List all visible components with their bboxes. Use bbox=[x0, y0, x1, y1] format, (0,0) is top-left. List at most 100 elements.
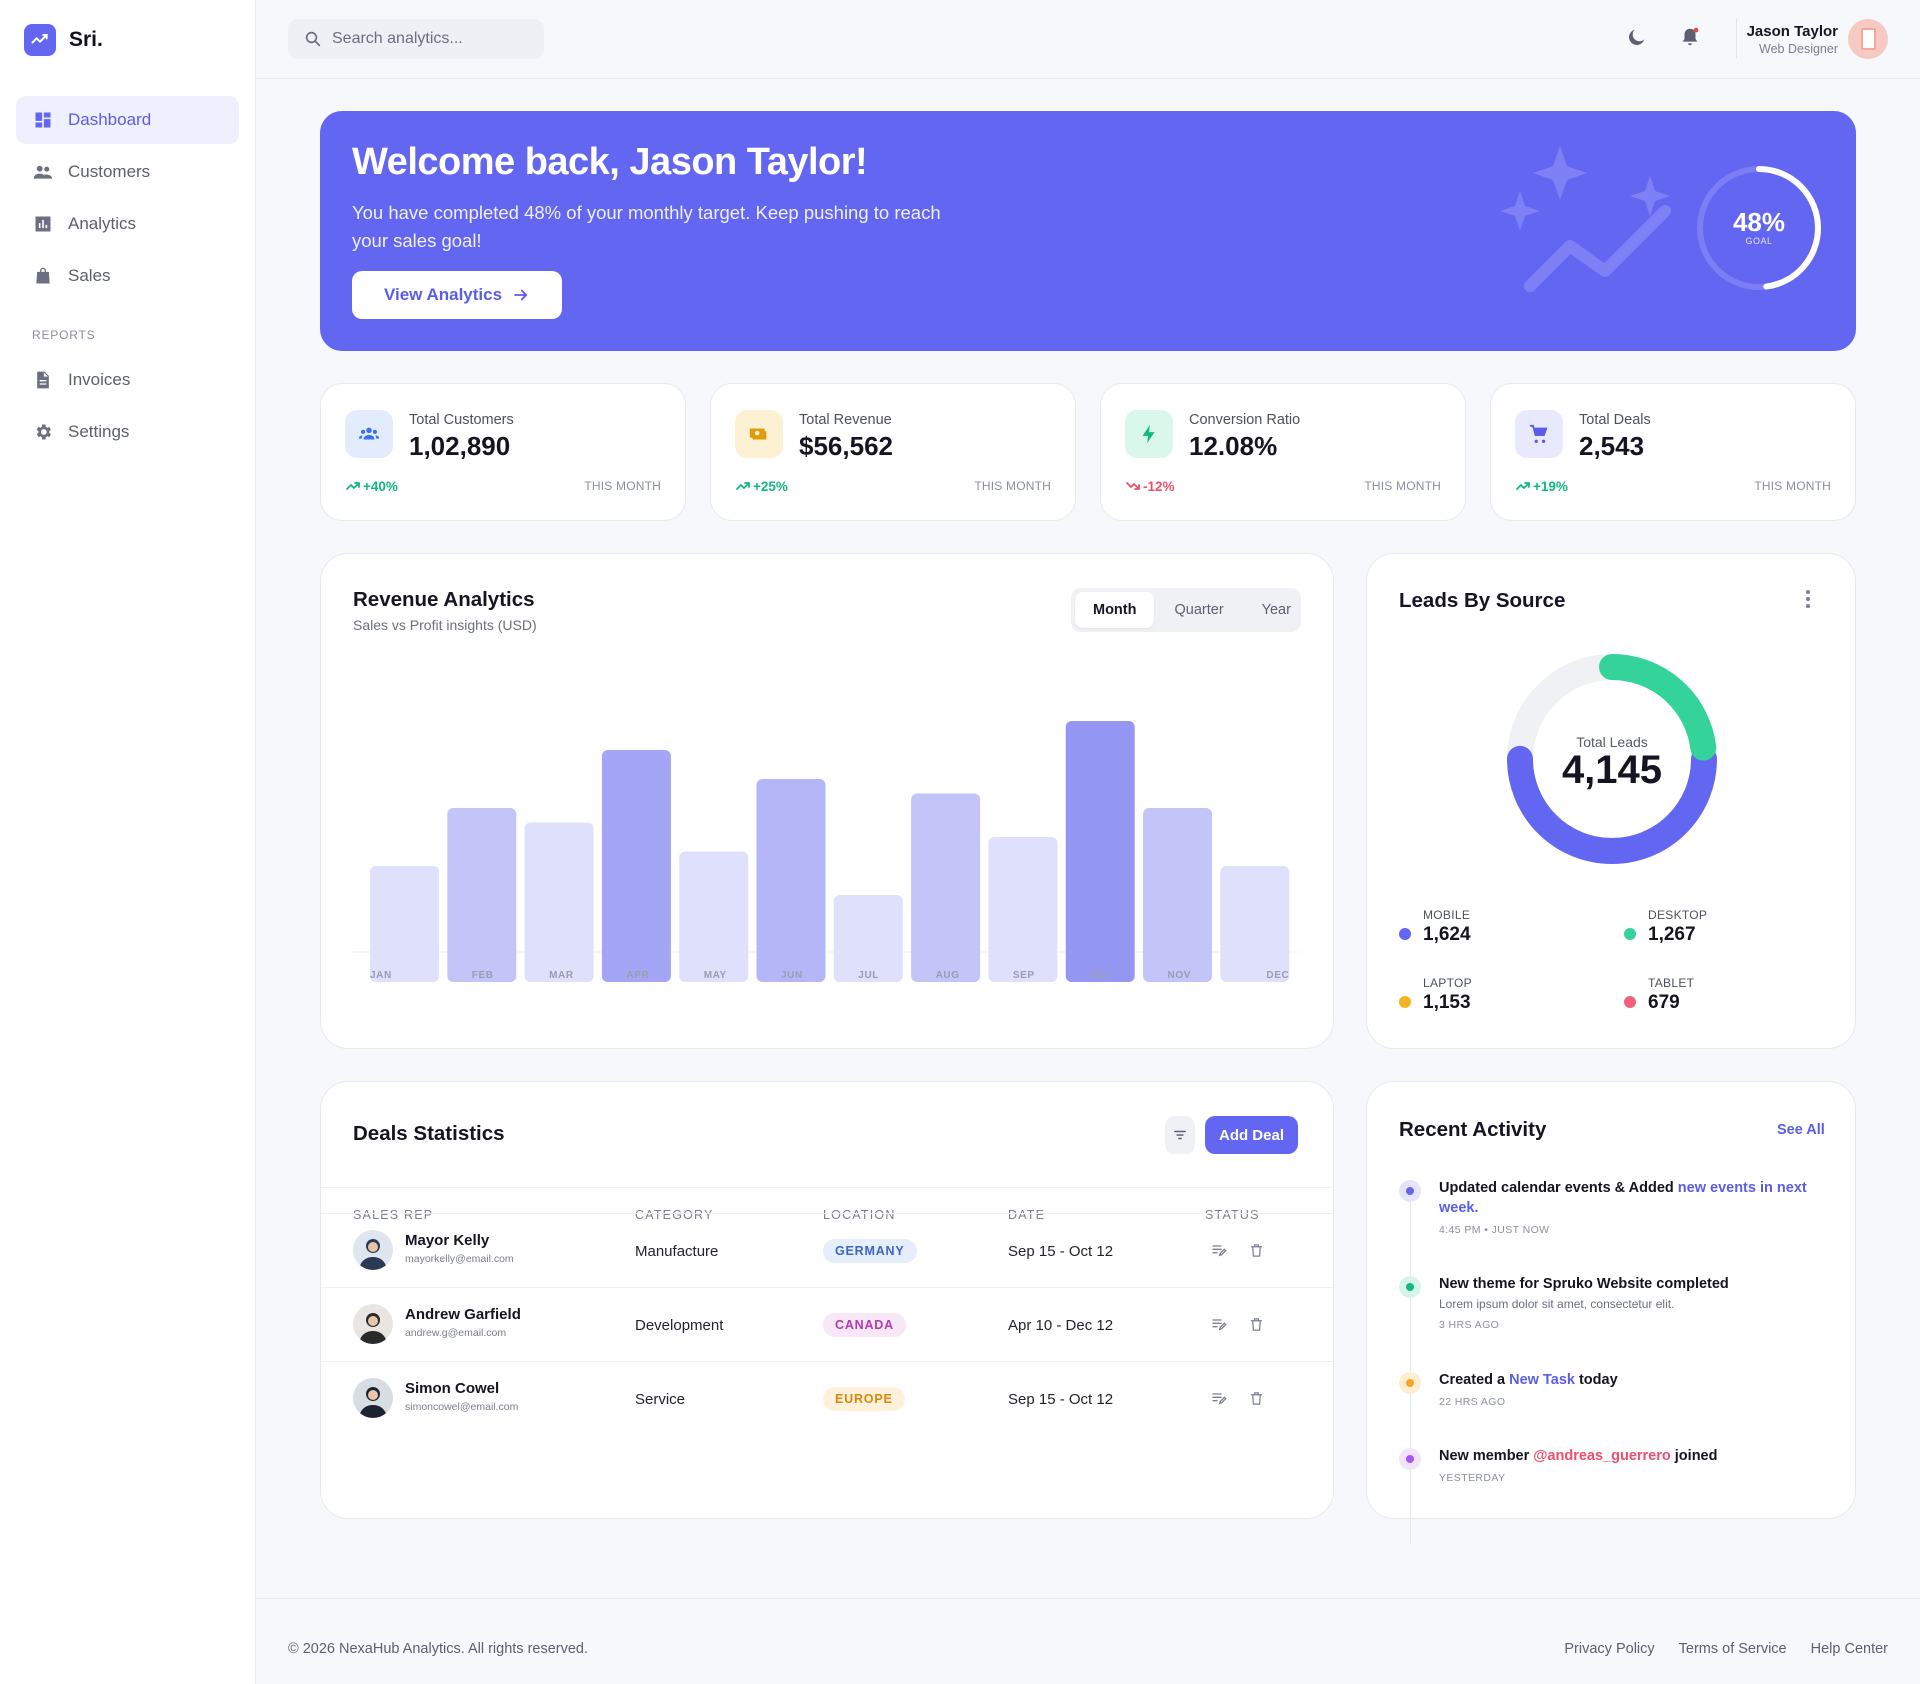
bar-aug[interactable] bbox=[911, 793, 981, 983]
welcome-banner: Welcome back, Jason Taylor! You have com… bbox=[320, 111, 1856, 351]
bar-jun[interactable] bbox=[756, 779, 826, 982]
tab-quarter[interactable]: Quarter bbox=[1174, 602, 1224, 618]
row-divider bbox=[321, 1287, 1333, 1288]
x-tick-label: APR bbox=[626, 970, 649, 981]
bar-may[interactable] bbox=[679, 851, 749, 983]
activity-text: New theme for Spruko Website completed bbox=[1439, 1276, 1729, 1292]
revenue-analytics-card: Revenue Analytics Sales vs Profit insigh… bbox=[320, 553, 1334, 1049]
moon-icon bbox=[1629, 29, 1645, 45]
activity-time: 22 HRS AGO bbox=[1439, 1396, 1506, 1408]
trend-up-icon bbox=[1516, 482, 1530, 490]
bar-dec[interactable] bbox=[1220, 866, 1290, 982]
tab-year[interactable]: Year bbox=[1261, 602, 1291, 618]
bar-mar[interactable] bbox=[524, 822, 594, 983]
revenue-title: Revenue Analytics bbox=[353, 588, 535, 611]
edit-button[interactable] bbox=[1209, 1314, 1229, 1334]
terms-of-service-link[interactable]: Terms of Service bbox=[1678, 1641, 1787, 1657]
filter-button[interactable] bbox=[1165, 1116, 1195, 1154]
see-all-link[interactable]: See All bbox=[1777, 1122, 1825, 1138]
bar-jul[interactable] bbox=[833, 895, 903, 982]
dark-mode-toggle[interactable] bbox=[1624, 24, 1650, 50]
search-input[interactable] bbox=[332, 30, 532, 48]
notifications-button[interactable] bbox=[1677, 24, 1703, 50]
trend-up-icon bbox=[346, 482, 360, 490]
sidebar-item-settings[interactable]: Settings bbox=[16, 408, 239, 456]
hero-subtitle: You have completed 48% of your monthly t… bbox=[352, 202, 941, 251]
x-tick-label: JUN bbox=[781, 970, 803, 981]
legend-name: LAPTOP bbox=[1423, 976, 1472, 990]
deal-date: Sep 15 - Oct 12 bbox=[1008, 1243, 1114, 1260]
total-leads-label: Total Leads bbox=[1576, 734, 1648, 750]
bar-nov[interactable] bbox=[1143, 808, 1212, 982]
deal-category: Service bbox=[635, 1391, 686, 1408]
leads-by-source-card: Leads By Source Total Leads 4,145 MOBILE… bbox=[1366, 553, 1856, 1049]
delete-button[interactable] bbox=[1246, 1314, 1266, 1334]
help-center-link[interactable]: Help Center bbox=[1810, 1641, 1888, 1657]
people-icon bbox=[33, 165, 53, 179]
sidebar-item-sales[interactable]: Sales bbox=[16, 252, 239, 300]
add-deal-button[interactable]: Add Deal bbox=[1205, 1116, 1298, 1154]
search-icon bbox=[305, 31, 321, 47]
activity-item: Updated calendar events & Added new even… bbox=[1399, 1178, 1839, 1248]
header-divider bbox=[1736, 18, 1737, 58]
edit-button[interactable] bbox=[1209, 1240, 1229, 1260]
stat-card: Total Revenue $56,562 +25% THIS MONTH bbox=[710, 383, 1076, 521]
table-row[interactable]: Andrew Garfield andrew.g@email.com Develop… bbox=[321, 1287, 1333, 1361]
activity-time: 4:45 PM • JUST NOW bbox=[1439, 1224, 1550, 1236]
table-row[interactable]: Mayor Kelly mayorkelly@email.com Manufactu… bbox=[321, 1213, 1333, 1287]
activity-text: Created a New Task today bbox=[1439, 1372, 1618, 1388]
bar-apr[interactable] bbox=[601, 750, 671, 982]
stat-period: THIS MONTH bbox=[1754, 479, 1831, 493]
sidebar-item-dashboard[interactable]: Dashboard bbox=[16, 96, 239, 144]
sidebar-item-customers[interactable]: Customers bbox=[16, 148, 239, 196]
privacy-policy-link[interactable]: Privacy Policy bbox=[1564, 1641, 1655, 1657]
avatar[interactable] bbox=[1848, 19, 1888, 59]
bar-feb[interactable] bbox=[447, 808, 517, 982]
brand-name: Sri. bbox=[69, 28, 103, 51]
dashboard-icon bbox=[35, 112, 51, 128]
sidebar-item-analytics[interactable]: Analytics bbox=[16, 200, 239, 248]
stat-value: 12.08% bbox=[1189, 431, 1278, 461]
trash-icon bbox=[1250, 1317, 1262, 1331]
more-options-icon[interactable] bbox=[1804, 588, 1812, 615]
stat-label: Total Deals bbox=[1579, 412, 1651, 428]
bar-jan[interactable] bbox=[370, 866, 439, 982]
leads-title: Leads By Source bbox=[1399, 589, 1566, 612]
trend-down-icon bbox=[1126, 482, 1140, 490]
col-status: STATUS bbox=[1205, 1208, 1260, 1222]
goal-label: GOAL bbox=[1745, 236, 1773, 246]
stat-change: +19% bbox=[1515, 478, 1568, 494]
analytics-icon bbox=[35, 216, 51, 232]
goal-value: 48% bbox=[1732, 207, 1786, 237]
member-mention-link[interactable]: @andreas_guerrero bbox=[1533, 1448, 1671, 1464]
sidebar-item-label: Settings bbox=[68, 422, 130, 441]
bar-sep[interactable] bbox=[988, 837, 1058, 982]
money-icon bbox=[735, 410, 783, 458]
table-row[interactable]: Simon Cowel simoncowel@email.com Service EU… bbox=[321, 1361, 1333, 1435]
legend-item: DESKTOP 1,267 bbox=[1624, 904, 1814, 954]
user-name: Jason Taylor bbox=[1746, 23, 1838, 40]
bar-oct[interactable] bbox=[1065, 721, 1135, 982]
search-box[interactable] bbox=[288, 19, 544, 59]
tab-month[interactable]: Month bbox=[1075, 592, 1155, 628]
rep-avatar bbox=[353, 1378, 393, 1418]
rep-name: Mayor Kelly bbox=[405, 1232, 490, 1249]
activity-link[interactable]: New Task bbox=[1509, 1372, 1575, 1388]
user-info[interactable]: Jason Taylor Web Designer bbox=[1747, 23, 1838, 56]
edit-button[interactable] bbox=[1209, 1388, 1229, 1408]
legend-dot bbox=[1399, 996, 1411, 1008]
delete-button[interactable] bbox=[1246, 1240, 1266, 1260]
location-badge: EUROPE bbox=[823, 1387, 905, 1411]
table-divider bbox=[321, 1187, 1333, 1188]
activity-text: New member @andreas_guerrero joined bbox=[1439, 1448, 1718, 1464]
gear-icon bbox=[36, 424, 51, 440]
edit-icon bbox=[1212, 1245, 1227, 1257]
sidebar-item-invoices[interactable]: Invoices bbox=[16, 356, 239, 404]
footer: © 2026 NexaHub Analytics. All rights res… bbox=[256, 1598, 1920, 1684]
brand[interactable]: Sri. bbox=[24, 24, 103, 56]
delete-button[interactable] bbox=[1246, 1388, 1266, 1408]
activity-link[interactable]: new events in next week. bbox=[1439, 1180, 1807, 1216]
view-analytics-button[interactable]: View Analytics bbox=[352, 271, 562, 319]
timeline-dot bbox=[1399, 1448, 1421, 1470]
rep-email: simoncowel@email.com bbox=[405, 1401, 519, 1413]
